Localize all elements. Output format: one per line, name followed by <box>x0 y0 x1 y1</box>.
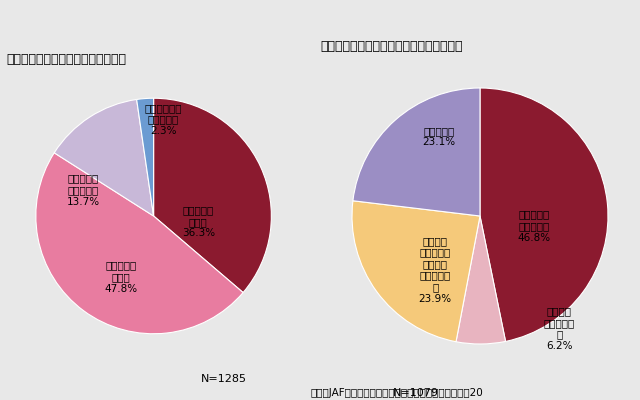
Text: 変わらない
23.1%: 変わらない 23.1% <box>422 126 456 148</box>
Text: 大変負担に
感じる
36.3%: 大変負担に 感じる 36.3% <box>182 205 215 238</box>
Text: N=1079: N=1079 <box>393 388 439 398</box>
Wedge shape <box>137 98 154 216</box>
Text: 車の使い
方、普段の
生活の両
方が変わっ
た
23.9%: 車の使い 方、普段の 生活の両 方が変わっ た 23.9% <box>419 236 452 304</box>
Wedge shape <box>456 216 506 344</box>
Text: やや負担に
感じる
47.8%: やや負担に 感じる 47.8% <box>104 261 137 294</box>
Wedge shape <box>36 153 243 334</box>
Wedge shape <box>480 88 608 342</box>
Text: 普段の生
活が変わっ
た
6.2%: 普段の生 活が変わっ た 6.2% <box>544 306 575 351</box>
Text: 動車を保有・使用する上での負担感: 動車を保有・使用する上での負担感 <box>6 53 127 66</box>
Text: N=1285: N=1285 <box>201 374 247 384</box>
Wedge shape <box>352 201 480 342</box>
Text: あまり負担
に感じない
13.7%: あまり負担 に感じない 13.7% <box>67 174 99 207</box>
Text: 出典：JAF『車の使用に関する緊急アンケート調査』（20: 出典：JAF『車の使用に関する緊急アンケート調査』（20 <box>310 388 483 398</box>
Wedge shape <box>54 100 154 216</box>
Text: 車の使い方
が変わった
46.8%: 車の使い方 が変わった 46.8% <box>517 210 550 243</box>
Text: まったく負担
に感じない
2.3%: まったく負担 に感じない 2.3% <box>144 103 182 136</box>
Wedge shape <box>353 88 480 216</box>
Text: 負担増による車の使い方や普段の生活の変: 負担増による車の使い方や普段の生活の変 <box>320 40 463 54</box>
Wedge shape <box>154 98 271 292</box>
